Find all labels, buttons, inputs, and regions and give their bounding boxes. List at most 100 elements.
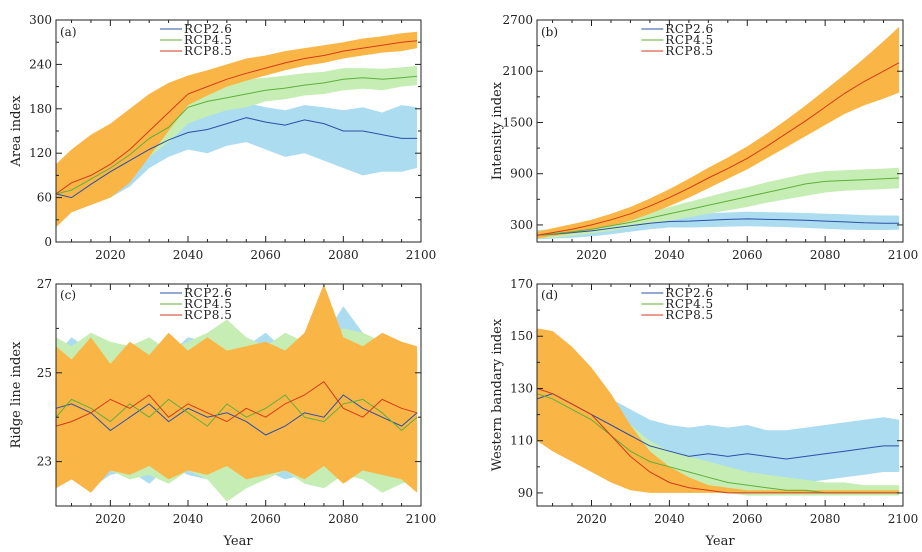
panel-a-band-rcp26 [56,102,418,213]
panel-d-y-tick-label: 170 [510,277,533,291]
panel-d-y-tick-label: 150 [510,329,533,343]
panel-a-y-ticks: 0 60 120 180 240 300 [29,13,421,249]
panel-c-band-rcp85 [56,284,418,493]
panel-a-y-tick-label: 0 [44,235,52,249]
panel-b-y-ticks: 300 900 1500 2100 2700 [502,13,903,232]
panel-a-y-tick-label: 240 [29,57,52,71]
panel-b-line-rcp85 [536,62,900,236]
panel-b-frame [536,19,904,243]
panel-c-line-rcp45 [55,394,418,432]
panel-d-y-tick-label: 130 [510,381,533,395]
panel-c-y-tick-label: 27 [37,277,52,291]
panel-d-bands [537,328,900,496]
panel-c-x-ticks: 2020 2040 2060 2080 2100 [71,284,437,526]
panel-d-band-rcp85 [537,328,900,493]
panel-d-x-axis-title: Year [704,534,735,549]
panel-a-y-tick-label: 120 [29,146,52,160]
panel-d-legend-label-rcp45: RCP4.5 [665,297,713,311]
panel-b-y-axis-title: Intensity index [490,81,505,180]
panel-a-bands [56,31,418,228]
panel-b-legend-label-rcp45: RCP4.5 [665,33,713,47]
panel-b-legend-label-rcp85: RCP8.5 [665,44,713,58]
panel-a-y-tick-label: 180 [29,102,52,116]
panel-c-line-rcp85 [55,381,418,427]
panel-b: 2020 2040 2060 2080 2100 300900150021002700 … [490,13,918,262]
panel-b-y-tick-label: 300 [510,218,533,232]
panel-d-y-ticks: 90 110 130 150 170 [510,277,903,500]
panel-a-y-tick-label: 60 [37,191,52,205]
panel-c-lines [55,381,418,436]
panel-b-line-rcp45 [536,177,900,236]
panel-a-lines [55,40,418,199]
panel-b-y-tick-label: 1500 [502,115,533,129]
panel-b-label: (b) [541,25,558,39]
panel-d-x-tick-label: 2060 [732,512,763,526]
panel-d-y-tick-label: 90 [518,486,533,500]
panel-c-y-tick-label: 23 [37,455,52,469]
panel-a-legend-label-rcp45: RCP4.5 [184,33,232,47]
panel-a-x-tick-label: 2020 [95,248,126,262]
panel-d-x-tick-label: 2080 [810,512,841,526]
panel-a-x-ticks: 2020 2040 2060 2080 2100 [71,20,437,262]
panel-a-band-rcp85 [56,31,418,228]
panel-a: 2020 2040 2060 2080 2100 0 60 120 180 240 300 (a)… [9,13,436,262]
panel-c-y-ticks: 23 25 27 [37,277,421,507]
panel-d-legend-label-rcp26: RCP2.6 [665,286,713,300]
panel-d-x-ticks: 2020 2040 2060 2080 2100 [552,284,919,526]
panel-c-x-axis-title: Year [222,534,253,549]
panel-b-x-tick-label: 2100 [888,248,919,262]
panel-b-lines [536,62,900,236]
panel-d-line-rcp85 [536,388,900,494]
panel-c-y-tick-label: 25 [37,366,52,380]
panel-b-x-tick-label: 2080 [810,248,841,262]
panel-a-line-rcp85 [55,40,418,195]
panel-a-line-rcp26 [55,117,418,199]
panel-a-label: (a) [60,25,77,39]
panel-c-legend-label-rcp26: RCP2.6 [184,286,232,300]
panel-c: 2020 2040 2060 2080 2100 23 25 27 (c) Ridge li… [9,277,436,549]
panel-c-legend-label-rcp85: RCP8.5 [184,308,232,322]
panel-a-y-tick-label: 300 [29,13,52,27]
panel-b-line-rcp26 [536,218,900,236]
panel-d-frame [536,283,904,507]
panel-a-y-axis-title: Area index [9,95,24,168]
panel-b-x-tick-label: 2040 [654,248,685,262]
panel-d-label: (d) [541,288,558,302]
panel-b-y-tick-label: 2100 [502,64,533,78]
panel-d-y-tick-label: 110 [510,434,533,448]
panel-d-line-rcp26 [536,393,900,460]
panel-c-x-tick-label: 2100 [406,512,437,526]
panel-d-x-tick-label: 2040 [654,512,685,526]
panel-d-x-tick-label: 2020 [576,512,607,526]
panel-a-legend-label-rcp26: RCP2.6 [184,22,232,36]
panel-c-y-axis-title: Ridge line index [9,341,24,448]
panel-a-x-tick-label: 2060 [250,248,281,262]
panel-d-lines [536,388,900,494]
panel-d-x-tick-label: 2100 [888,512,919,526]
panel-a-x-tick-label: 2080 [328,248,359,262]
panel-b-x-ticks: 2020 2040 2060 2080 2100 [552,20,919,262]
panel-a-x-tick-label: 2100 [406,248,437,262]
panel-b-legend-label-rcp26: RCP2.6 [665,22,713,36]
panel-c-legend-label-rcp45: RCP4.5 [184,297,232,311]
panel-c-x-tick-label: 2080 [328,512,359,526]
panel-a-line-rcp45 [55,75,418,195]
panel-b-band-rcp26 [537,211,900,240]
panel-c-x-tick-label: 2060 [250,512,281,526]
panel-a-x-tick-label: 2040 [173,248,204,262]
panel-a-legend-label-rcp85: RCP8.5 [184,44,232,58]
panel-c-label: (c) [60,288,76,302]
panel-c-frame [55,283,422,507]
panel-b-y-tick-label: 2700 [502,13,533,27]
panel-b-y-tick-label: 900 [510,167,533,181]
panel-c-x-tick-label: 2040 [173,512,204,526]
panel-c-line-rcp26 [55,394,418,436]
panel-b-x-tick-label: 2060 [732,248,763,262]
panel-d-y-axis-title: Western bandary index [490,318,505,471]
